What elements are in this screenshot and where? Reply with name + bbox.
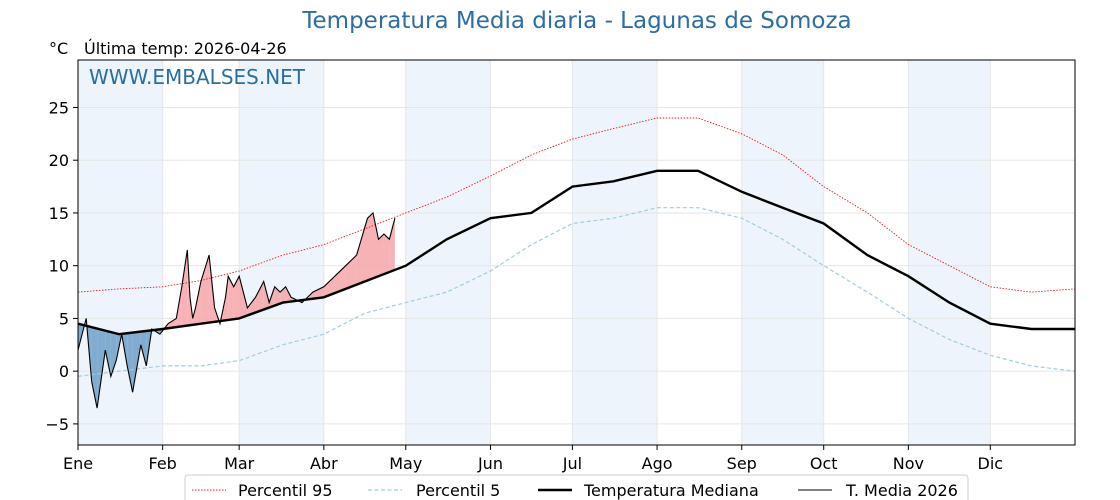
x-tick-label: Jul [562, 454, 582, 473]
above-median-area [383, 234, 390, 275]
above-median-area [334, 265, 346, 294]
below-median-area [97, 328, 106, 409]
x-tick-label: Ago [642, 454, 673, 473]
month-band [741, 60, 824, 445]
above-median-area [323, 276, 335, 298]
above-median-area [181, 249, 188, 327]
above-median-area [200, 255, 210, 324]
x-tick-label: Sep [727, 454, 757, 473]
x-tick-label: Ene [63, 454, 93, 473]
median-temperature-line [77, 169, 1075, 336]
x-tick-label: Abr [310, 454, 338, 473]
legend-label: Percentil 5 [416, 481, 500, 500]
above-median-area [255, 281, 264, 313]
legend-box [184, 474, 969, 500]
month-band [78, 60, 163, 445]
month-band [239, 60, 324, 445]
above-median-area [195, 281, 201, 325]
month-band [405, 60, 491, 445]
watermark: WWW.EMBALSES.NET [89, 65, 306, 89]
current-year-line [77, 211, 396, 409]
below-median-area [110, 332, 117, 377]
above-median-area [225, 276, 229, 321]
x-tick-label: Feb [149, 454, 177, 473]
above-median-area [367, 212, 374, 281]
below-median-area [105, 330, 111, 377]
above-median-area [239, 276, 248, 319]
last-temperature-label: Última temp: 2026-04-26 [84, 39, 287, 58]
above-median-area [228, 276, 234, 320]
above-median-area [373, 212, 379, 279]
below-median-area [127, 332, 133, 393]
y-tick-label: 20 [49, 151, 69, 170]
legend-label: Temperatura Mediana [583, 481, 759, 500]
month-band [572, 60, 658, 445]
y-tick-label: 0 [59, 362, 69, 381]
y-axis-unit: °C [49, 39, 69, 58]
above-median-area [168, 318, 177, 329]
x-tick-label: Dic [978, 454, 1004, 473]
above-median-area [312, 286, 324, 299]
percentile-95-line [77, 117, 1076, 293]
x-tick-label: May [389, 454, 422, 473]
above-median-area [233, 276, 240, 320]
x-tick-label: Jun [477, 454, 503, 473]
percentile-5-line [77, 207, 1076, 377]
above-median-area [356, 218, 368, 285]
above-median-area [247, 297, 256, 316]
above-median-area [285, 286, 292, 303]
legend-label: Percentil 95 [238, 481, 333, 500]
y-tick-label: 15 [49, 204, 69, 223]
below-median-area [140, 330, 147, 366]
x-tick-label: Mar [224, 454, 255, 473]
legend-label: T. Media 2026 [845, 481, 958, 500]
plot-frame [77, 59, 1076, 446]
x-tick-label: Nov [893, 454, 924, 473]
month-band [908, 60, 991, 445]
chart-title: Temperatura Media diaria - Lagunas de So… [302, 8, 852, 34]
x-tick-label: Oct [810, 454, 838, 473]
y-tick-label: 10 [49, 257, 69, 276]
y-tick-label: −5 [45, 415, 69, 434]
y-tick-label: 5 [59, 309, 69, 328]
above-median-area [378, 234, 384, 277]
above-median-area [389, 218, 395, 273]
y-tick-label: 25 [49, 98, 69, 117]
